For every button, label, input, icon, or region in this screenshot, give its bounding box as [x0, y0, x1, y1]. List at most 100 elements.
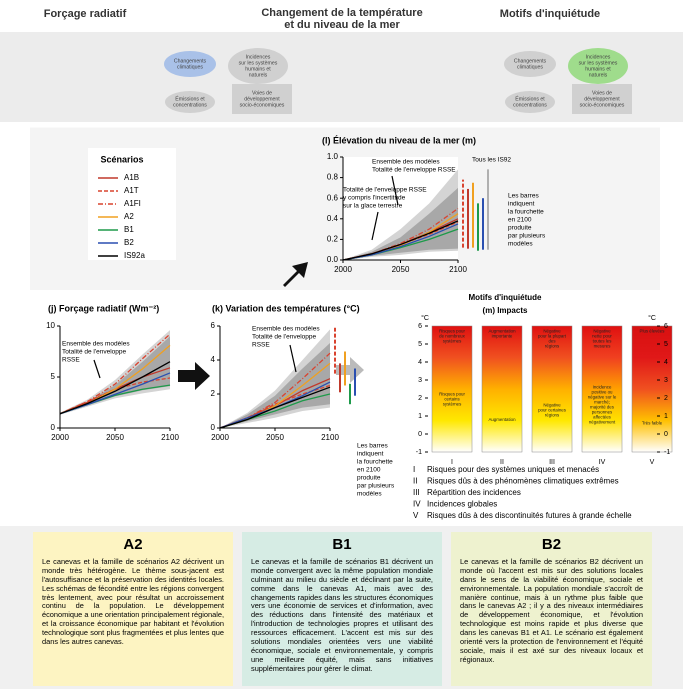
annotation: Totalité de l'enveloppe	[62, 349, 127, 356]
node-label: Incidences	[246, 54, 271, 60]
node-label: concentrations	[173, 102, 207, 108]
header-left: Forçage radiatif	[44, 8, 127, 20]
risk-text: Risques pour des systèmes uniques et men…	[427, 465, 599, 474]
annotation: la fourchette	[357, 459, 393, 466]
column-label: Plus élevées	[640, 329, 666, 334]
diagram-node	[568, 48, 628, 84]
legend-label: A1T	[124, 186, 139, 195]
x-tick-label: II	[500, 459, 504, 466]
node-label: développement	[584, 96, 620, 102]
series-line	[342, 207, 459, 261]
risk-numeral: I	[413, 465, 415, 474]
arrow	[283, 262, 308, 287]
node-label: Changements	[174, 58, 207, 64]
column-label: négativement	[589, 419, 616, 424]
node-label: sur les systèmes	[239, 60, 278, 66]
annotation: Les barres	[508, 193, 539, 200]
ember-column	[481, 325, 523, 453]
x-tick-label: 2000	[51, 433, 69, 442]
node-label: Changements	[514, 58, 547, 64]
envelope	[343, 187, 458, 260]
annotation: produite	[357, 475, 381, 482]
y-tick-label: 5	[418, 341, 422, 348]
node-label: développement	[244, 96, 280, 102]
y-tick-label: 5	[51, 372, 56, 381]
annotation-arrow	[371, 211, 379, 241]
risk-text: Incidences globales	[427, 500, 497, 509]
header-right: Motifs d'inquiétude	[500, 8, 600, 20]
x-tick-label: IV	[599, 459, 606, 466]
node-label: Voies de	[592, 90, 612, 96]
y-tick-label: 0	[211, 423, 216, 432]
column-label: Très faible	[642, 420, 663, 425]
diagram-node	[504, 51, 556, 77]
series-line	[342, 223, 459, 261]
y-tick-label: -1	[416, 449, 422, 456]
x-tick-label: V	[650, 459, 655, 466]
column-label: Risques pour	[439, 329, 465, 334]
annotation: en 2100	[357, 467, 381, 474]
annotation-arrow	[289, 344, 297, 373]
column-label: de nombreux	[439, 334, 465, 339]
annotation: Totalité de l'enveloppe	[252, 334, 317, 341]
annotation: indiquent	[357, 451, 384, 458]
legend-label: A1B	[124, 173, 139, 182]
legend-label: B1	[124, 225, 134, 234]
band-top	[0, 32, 683, 122]
y-tick-label: 4	[664, 359, 668, 366]
x-tick-label: 2100	[449, 265, 467, 274]
annotation: par plusieurs	[508, 233, 546, 240]
box-title: B1	[332, 536, 352, 553]
column-label: régions	[545, 412, 560, 417]
chart-title: (l) Élévation du niveau de la mer (m)	[322, 135, 476, 145]
box-text: Le canevas et la famille de scénarios B1…	[251, 557, 433, 673]
column-label: marché;	[594, 399, 610, 404]
annotation: la fourchette	[508, 209, 544, 216]
diagram-node	[232, 84, 292, 114]
node-label: socio-économiques	[240, 102, 285, 108]
x-tick-label: 2100	[321, 433, 339, 442]
scenario-box: B1 Le canevas et la famille de scénarios …	[242, 532, 442, 686]
column-label: Négative	[543, 329, 561, 334]
risk-numeral: IV	[413, 500, 421, 509]
box-title: A2	[123, 536, 143, 553]
annotation: Ensemble des modèles	[372, 159, 440, 166]
y-tick-label: 0.0	[327, 255, 339, 264]
annotation: y compris l'incertitude	[343, 195, 406, 202]
node-label: naturels	[249, 72, 268, 78]
column-label: affectées	[593, 414, 612, 419]
y-tick-label: 2	[418, 395, 422, 402]
diagram-node	[572, 84, 632, 114]
y-tick-label: 10	[46, 321, 55, 330]
axis-label: °C	[421, 314, 429, 322]
annotation: RSSE	[252, 342, 270, 349]
column-label: Négative	[543, 402, 561, 407]
chart-title: (j) Forçage radiatif (Wm⁻²)	[48, 303, 159, 313]
column-label: des	[548, 339, 556, 344]
annotation: Ensemble des modèles	[252, 326, 320, 333]
ember-column	[581, 325, 623, 453]
legend-title: Scénarios	[100, 154, 143, 164]
annotation: Ensemble des modèles	[62, 341, 130, 348]
risk-text: Répartition des incidences	[427, 488, 521, 497]
risk-text: Risques dûs à des phénomènes climatiques…	[427, 477, 619, 486]
series-line	[219, 386, 331, 429]
impacts-title: (m) Impacts	[483, 306, 528, 315]
y-tick-label: 0	[418, 431, 422, 438]
axis-label: °C	[648, 314, 656, 322]
annotation: produite	[508, 225, 532, 232]
node-label: climatiques	[177, 64, 203, 70]
x-tick-label: 2050	[266, 433, 284, 442]
legend-label: IS92a	[124, 251, 145, 260]
series-line	[219, 352, 331, 429]
x-tick-label: 2100	[161, 433, 179, 442]
y-tick-label: 1.0	[327, 152, 339, 161]
diagram-node	[164, 51, 216, 77]
y-tick-label: 6	[418, 323, 422, 330]
y-tick-label: 2	[211, 389, 216, 398]
node-label: Incidences	[586, 54, 611, 60]
y-tick-label: 6	[664, 323, 668, 330]
column-label: importante	[492, 334, 513, 339]
arrow	[336, 357, 364, 383]
annotation: Les barres	[357, 443, 388, 450]
